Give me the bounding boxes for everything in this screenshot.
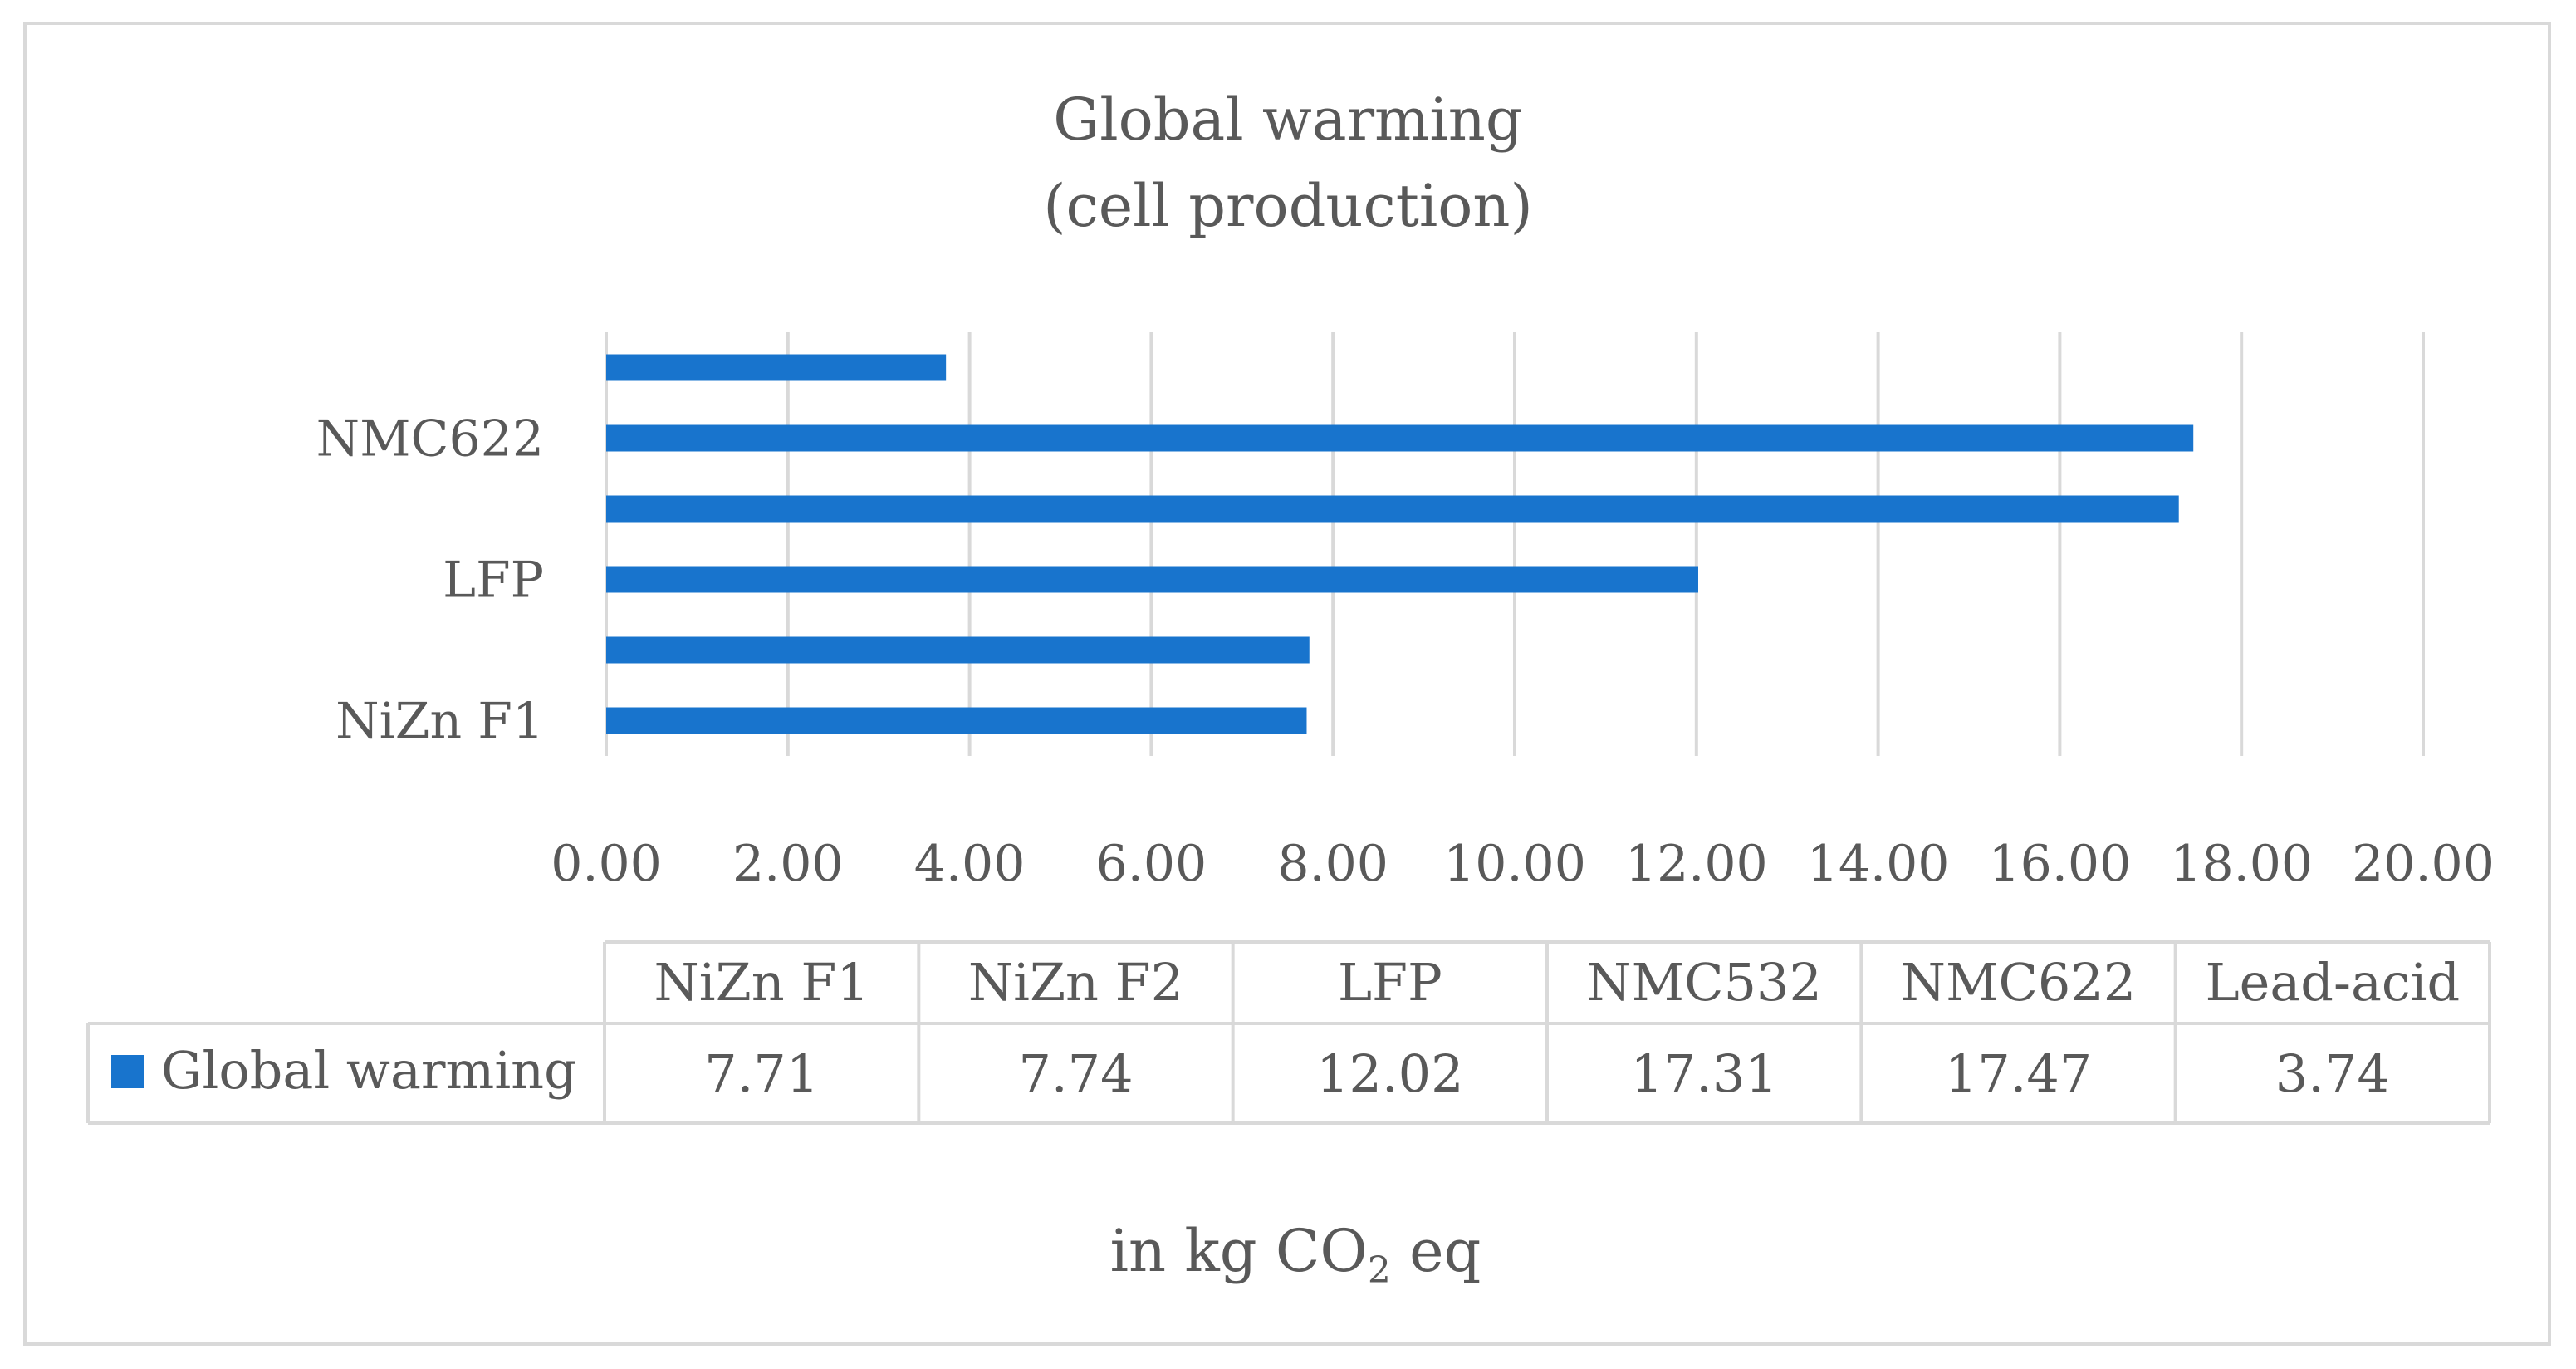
unit-subscript: 2 <box>1368 1249 1391 1292</box>
table-value-cell: 3.74 <box>2275 1043 2390 1104</box>
chart-title: Global warming (cell production) <box>1043 86 1533 240</box>
bar-nizn-f2 <box>606 636 1310 664</box>
bar-nizn-f1 <box>606 707 1307 734</box>
bar-nmc622 <box>606 424 2194 452</box>
chart-title-line-2: (cell production) <box>1043 172 1533 240</box>
y-category-label: LFP <box>443 552 544 610</box>
table-header-cell: NiZn F1 <box>654 952 869 1013</box>
x-axis-ticks: 0.00 2.00 4.00 6.00 8.00 10.00 12.00 14.00 16.00… <box>551 835 2495 893</box>
table-value-cell: 12.02 <box>1316 1043 1464 1104</box>
chart-frame <box>23 22 2551 1346</box>
y-axis-labels: NiZn F1 LFP NMC622 <box>316 410 544 751</box>
table-value-cell: 7.74 <box>1018 1043 1133 1104</box>
unit-label-text: in kg CO2 eq <box>1110 1217 1481 1292</box>
legend-series-name: Global warming <box>161 1040 577 1101</box>
x-tick-label: 14.00 <box>1807 835 1950 893</box>
y-category-label: NMC622 <box>316 410 544 469</box>
x-tick-label: 12.00 <box>1625 835 1768 893</box>
x-tick-label: 8.00 <box>1277 835 1388 893</box>
x-tick-label: 6.00 <box>1096 835 1207 893</box>
bar-lead-acid <box>606 354 947 381</box>
chart-title-line-1: Global warming <box>1053 86 1522 154</box>
unit-label: in kg CO2 eq <box>1110 1217 1481 1292</box>
table-value-cell: 17.47 <box>1945 1043 2093 1104</box>
x-tick-label: 2.00 <box>732 835 844 893</box>
gridlines <box>605 332 2425 756</box>
x-tick-label: 10.00 <box>1443 835 1586 893</box>
table-header-cell: NiZn F2 <box>968 952 1183 1013</box>
bars <box>606 354 2194 734</box>
x-tick-label: 0.00 <box>551 835 662 893</box>
x-tick-label: 16.00 <box>1989 835 2132 893</box>
table-value-cell: 7.71 <box>704 1043 819 1104</box>
table-value-cell: 17.31 <box>1630 1043 1778 1104</box>
table-header-cell: Lead-acid <box>2205 952 2460 1013</box>
unit-suffix: eq <box>1391 1217 1481 1285</box>
x-tick-label: 20.00 <box>2352 835 2495 893</box>
table-header-cell: NMC622 <box>1901 952 2137 1013</box>
bar-lfp <box>606 566 1698 593</box>
table-header-cell: LFP <box>1338 952 1442 1013</box>
x-tick-label: 4.00 <box>914 835 1026 893</box>
y-category-label: NiZn F1 <box>335 693 544 751</box>
data-table: NiZn F1 7.71 NiZn F2 7.74 LFP 12.02 NMC532 17.3… <box>86 940 2491 1125</box>
bar-nmc532 <box>606 495 2179 523</box>
legend-swatch <box>111 1055 144 1088</box>
x-tick-label: 18.00 <box>2170 835 2313 893</box>
unit-prefix: in kg CO <box>1110 1217 1368 1285</box>
table-header-cell: NMC532 <box>1586 952 1822 1013</box>
